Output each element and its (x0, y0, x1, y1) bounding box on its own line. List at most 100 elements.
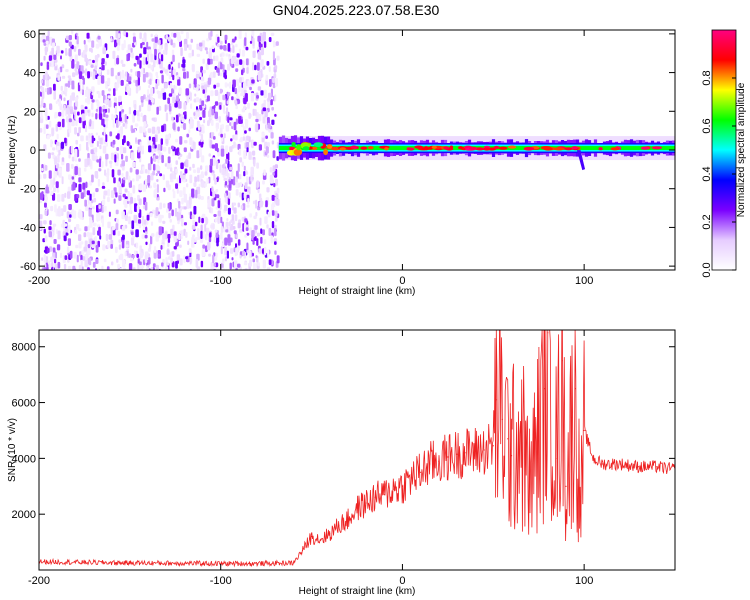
y-tick-label: -20 (20, 184, 36, 196)
noise-cell (214, 217, 218, 223)
noise-cell (96, 101, 100, 107)
snr-point (638, 466, 640, 468)
noise-cell (237, 85, 241, 93)
noise-cell (130, 196, 133, 204)
noise-cell (167, 233, 171, 239)
x-tick-label: -200 (28, 275, 50, 287)
noise-cell (144, 201, 148, 211)
noise-cell (255, 199, 258, 209)
noise-cell (139, 126, 143, 134)
noise-cell (70, 145, 73, 154)
noise-cell (84, 106, 88, 110)
noise-cell (52, 247, 56, 253)
noise-cell (188, 52, 192, 58)
noise-cell (254, 64, 257, 71)
noise-cell (161, 154, 164, 164)
noise-cell (78, 126, 81, 134)
noise-cell (171, 116, 174, 121)
noise-cell (202, 69, 206, 74)
noise-cell (80, 241, 84, 245)
noise-cell (260, 59, 264, 68)
noise-cell (239, 254, 242, 259)
noise-cell (141, 67, 144, 75)
snr-point (429, 463, 431, 465)
noise-cell (56, 45, 60, 54)
noise-cell (274, 65, 278, 70)
noise-cell (57, 261, 61, 269)
noise-cell (51, 59, 54, 68)
snr-point (320, 538, 322, 540)
noise-cell (218, 116, 221, 123)
noise-cell (177, 62, 181, 69)
noise-cell (95, 43, 100, 49)
noise-cell (108, 234, 113, 240)
noise-cell (106, 175, 109, 183)
snr-point (543, 388, 545, 390)
noise-cell (144, 179, 148, 186)
noise-cell (130, 231, 134, 236)
noise-cell (161, 54, 164, 62)
noise-cell (169, 252, 172, 258)
y-axis-title: Frequency (Hz) (7, 116, 18, 185)
noise-cell (39, 174, 42, 180)
noise-cell (84, 199, 87, 207)
noise-cell (49, 246, 53, 252)
noise-cell (92, 59, 95, 64)
noise-cell (155, 83, 158, 90)
noise-cell (97, 178, 101, 187)
noise-cell (246, 242, 249, 251)
noise-cell (230, 248, 234, 254)
noise-cell (69, 109, 74, 115)
noise-cell (55, 100, 58, 105)
noise-cell (157, 93, 162, 99)
snr-point (501, 418, 503, 420)
noise-cell (90, 149, 94, 155)
noise-cell (142, 68, 145, 74)
noise-cell (208, 253, 212, 257)
noise-cell (136, 269, 139, 270)
noise-cell (195, 259, 199, 268)
noise-cell (114, 105, 118, 114)
noise-cell (216, 194, 220, 199)
noise-cell (247, 102, 250, 109)
noise-cell (213, 214, 217, 217)
noise-cell (229, 166, 233, 171)
noise-cell (222, 64, 225, 73)
noise-cell (66, 246, 70, 253)
noise-cell (80, 259, 83, 268)
noise-cell (176, 188, 179, 194)
noise-cell (235, 243, 237, 249)
noise-cell (57, 154, 60, 163)
noise-cell (108, 88, 111, 92)
noise-cell (252, 108, 255, 116)
noise-cell (269, 79, 272, 87)
noise-cell (68, 218, 72, 223)
noise-cell (222, 258, 225, 264)
noise-cell (81, 113, 85, 122)
noise-cell (58, 111, 62, 117)
noise-cell (179, 136, 183, 145)
noise-cell (87, 258, 92, 266)
noise-cell (45, 186, 49, 194)
noise-cell (223, 133, 226, 139)
ridge-peak (289, 146, 296, 150)
noise-cell (239, 228, 243, 233)
noise-cell (108, 100, 112, 108)
noise-cell (226, 100, 229, 105)
noise-cell (193, 182, 197, 187)
noise-cell (200, 155, 205, 163)
noise-cell (50, 256, 54, 263)
noise-cell (83, 39, 86, 45)
noise-cell (121, 225, 126, 231)
noise-cell (163, 187, 166, 193)
noise-cell (153, 137, 156, 145)
noise-cell (173, 231, 177, 236)
noise-cell (220, 246, 223, 255)
noise-cell (45, 114, 48, 121)
noise-cell (148, 145, 152, 153)
noise-cell (162, 203, 166, 208)
noise-cell (124, 71, 128, 77)
noise-cell (59, 252, 63, 259)
noise-cell (112, 119, 115, 128)
noise-cell (147, 128, 152, 133)
